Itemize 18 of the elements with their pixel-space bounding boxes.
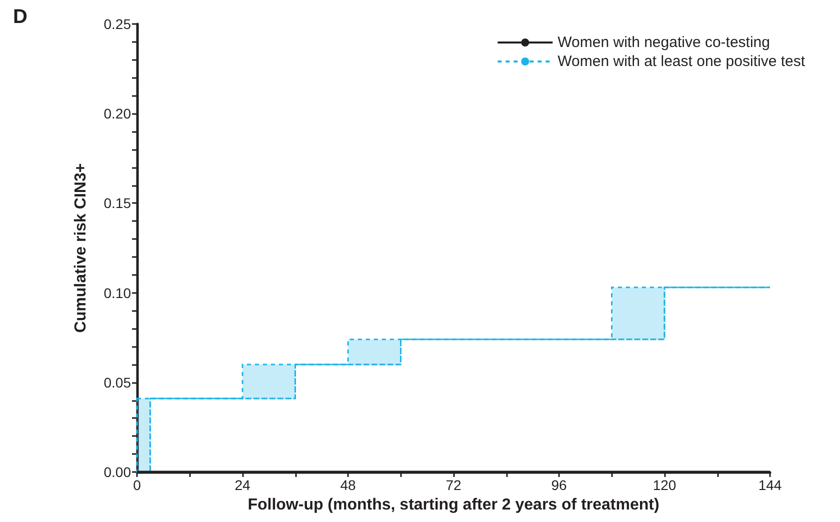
- x-tick-label: 144: [758, 477, 782, 493]
- y-tick-label: 0.15: [104, 195, 132, 212]
- x-tick-label: 24: [234, 477, 250, 493]
- x-tick-label: 72: [446, 477, 462, 493]
- y-tick-label: 0.10: [104, 284, 132, 301]
- x-tick-label: 120: [652, 477, 676, 493]
- legend-label: Women with negative co-testing: [558, 34, 770, 51]
- x-axis-title: Follow-up (months, starting after 2 years of treatment): [248, 496, 660, 514]
- x-tick-label: 96: [551, 477, 567, 493]
- x-tick-label: 48: [340, 477, 356, 493]
- y-tick-label: 0.00: [104, 464, 132, 480]
- y-tick-label: 0.20: [104, 106, 132, 122]
- y-tick-label: 0.25: [104, 16, 132, 32]
- y-axis-title: Cumulative risk CIN3+: [72, 163, 90, 333]
- legend-label: Women with at least one positive test: [558, 53, 806, 70]
- y-tick-label: 0.05: [104, 374, 132, 390]
- x-tick-label: 0: [133, 477, 142, 493]
- chart-title: D: [13, 6, 28, 28]
